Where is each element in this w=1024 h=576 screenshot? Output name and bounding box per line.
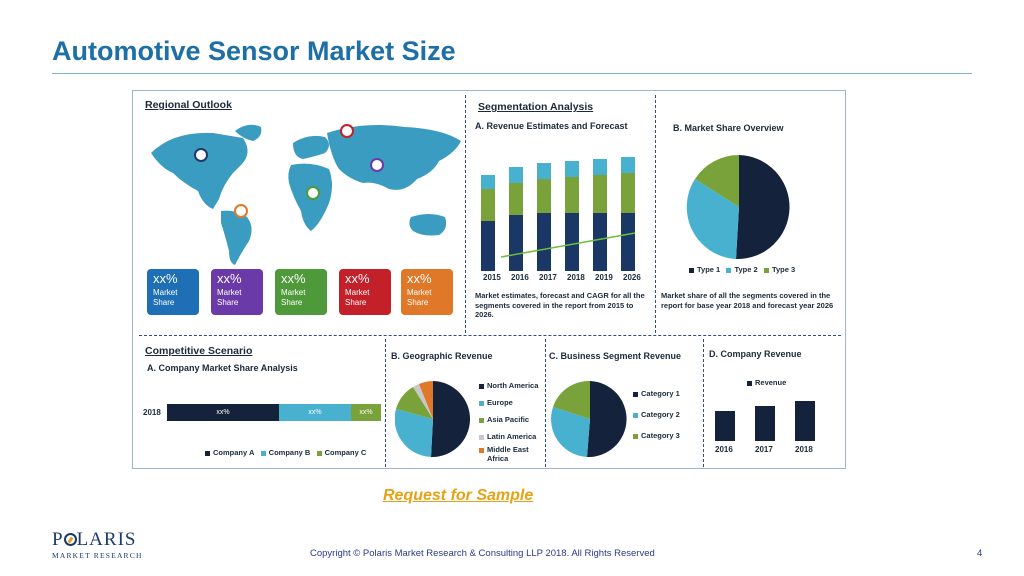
competitive-heading: Competitive Scenario [145,345,253,357]
company-revenue-title: D. Company Revenue [709,349,802,359]
section-divider [465,95,466,333]
page-number: 4 [977,548,983,559]
company-share-title: A. Company Market Share Analysis [147,363,298,373]
legend-company-c: Company C [324,448,367,457]
legend-europe: Europe [487,398,513,407]
company-revenue-year: 2018 [795,445,813,454]
share-note: Market share of all the segments covered… [661,291,834,310]
region-card-label: Market Share [407,288,432,307]
revenue-year-label: 2017 [539,273,557,282]
section-divider [655,95,656,333]
company-b-segment: xx% [279,404,351,421]
region-card-value: xx% [407,271,432,286]
region-card-label: Market Share [345,288,370,307]
geographic-pie [395,381,470,457]
legend-company-a: Company A [213,448,255,457]
world-map-graphic [151,124,461,265]
legend-middle-east: Middle East [487,445,529,454]
region-card-1: xx% Market Share [147,269,199,315]
legend-type-2: Type 2 [734,265,758,274]
geographic-title: B. Geographic Revenue [391,351,493,361]
revenue-note: Market estimates, forecast and CAGR for … [475,291,645,319]
revenue-year-label: 2016 [511,273,529,282]
segmentation-heading: Segmentation Analysis [478,101,594,113]
stacked-bars [481,157,635,271]
company-a-segment: xx% [167,404,279,421]
logo-compass-icon [63,533,77,546]
company-row-label: 2018 [143,408,161,417]
copyright-text: Copyright © Polaris Market Research & Co… [310,548,655,559]
region-card-label: Market Share [153,288,178,307]
region-card-4: xx% Market Share [339,269,391,315]
company-revenue-legend: Revenue [747,378,786,387]
company-c-segment: xx% [351,404,381,421]
legend-type-3: Type 3 [771,265,796,274]
legend-type-1: Type 1 [697,265,721,274]
section-divider [385,339,386,467]
business-title: C. Business Segment Revenue [549,351,682,361]
legend-category-3: Category 3 [641,431,680,440]
cagr-trend-line [500,232,636,258]
infographic-image: Regional Outlook xx% Market Share xx% Mar… [132,90,846,469]
title-divider [52,73,972,74]
region-card-value: xx% [153,271,178,286]
revenue-year-label: 2026 [623,273,641,282]
legend-north-america: North America [487,381,539,390]
legend-asia-pacific: Asia Pacific [487,415,530,424]
market-share-pie [686,155,790,259]
logo-subtitle: MARKET RESEARCH [52,551,143,560]
logo-name: P LARIS [52,529,137,550]
section-divider [139,335,841,336]
business-pie [551,381,627,457]
geographic-legend: North America Europe Asia Pacific Latin … [479,377,538,463]
legend-company-b: Company B [268,448,311,457]
legend-category-1: Category 1 [641,389,680,398]
revenue-year-label: 2018 [567,273,585,282]
revenue-bar-2016 [715,411,735,441]
revenue-bar-2017 [755,406,775,441]
region-card-label: Market Share [217,288,242,307]
region-card-3: xx% Market Share [275,269,327,315]
legend-category-2: Category 2 [641,410,680,419]
region-card-2: xx% Market Share [211,269,263,315]
revenue-year-label: 2019 [595,273,613,282]
company-revenue-bars [715,401,815,441]
legend-africa: Africa [487,454,509,463]
share-legend: Type 1 Type 2 Type 3 [689,265,795,274]
section-divider [545,339,546,467]
page-title: Automotive Sensor Market Size [52,36,456,66]
region-card-5: xx% Market Share [401,269,453,315]
revenue-bar-chart [481,157,636,271]
region-card-label: Market Share [281,288,306,307]
region-card-value: xx% [281,271,306,286]
revenue-year-label: 2015 [483,273,501,282]
section-divider [703,339,704,467]
legend-revenue: Revenue [755,378,787,387]
business-legend: Category 1 Category 2 Category 3 [633,383,680,446]
revenue-estimates-title: A. Revenue Estimates and Forecast [475,121,628,131]
company-legend: Company A Company B Company C [205,448,366,457]
legend-latin-america: Latin America [487,432,537,441]
polaris-logo: P LARIS MARKET RESEARCH [52,529,143,560]
revenue-bar-2018 [795,401,815,441]
region-card-value: xx% [345,271,370,286]
region-card-value: xx% [217,271,242,286]
market-share-title: B. Market Share Overview [673,123,784,133]
request-sample-link[interactable]: Request for Sample [383,487,534,504]
company-revenue-year: 2017 [755,445,773,454]
regional-outlook-heading: Regional Outlook [145,99,232,111]
company-revenue-year: 2016 [715,445,733,454]
